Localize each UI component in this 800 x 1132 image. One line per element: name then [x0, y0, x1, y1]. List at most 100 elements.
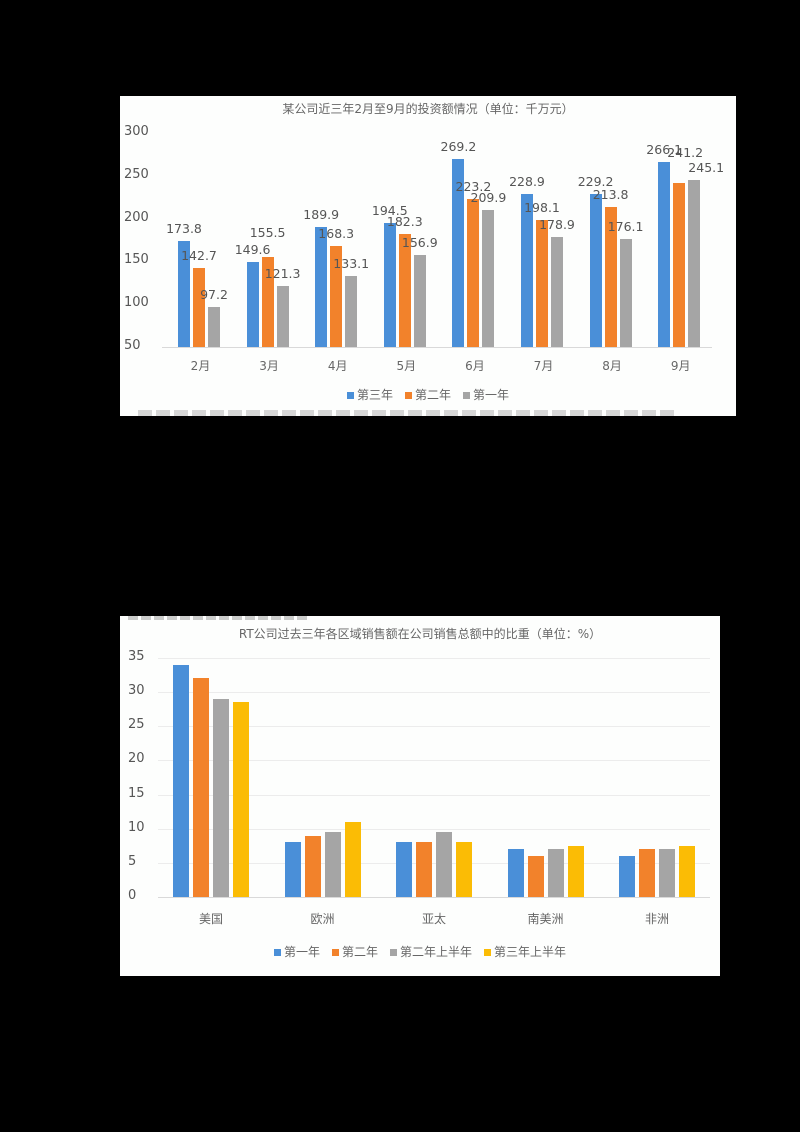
- bar: [452, 159, 465, 347]
- bar: [246, 261, 259, 347]
- data-label: 149.6: [234, 241, 271, 257]
- data-label: 168.3: [318, 225, 355, 241]
- data-label: 266.1: [646, 142, 683, 158]
- y-tick-label: 200: [124, 209, 149, 225]
- bar: [688, 179, 701, 347]
- data-label: 189.9: [303, 207, 340, 223]
- data-label: 142.7: [181, 247, 217, 263]
- bar: [233, 702, 249, 897]
- x-tick-label: 3月: [259, 359, 279, 373]
- gridline: [158, 658, 710, 659]
- regional-share-chart: RT公司过去三年各区域销售额在公司销售总额中的比重（单位：%） 0 5 10 15 20…: [120, 616, 720, 976]
- y-tick-label: 35: [128, 649, 145, 664]
- x-tick-label: 5月: [396, 359, 417, 373]
- bar: [659, 849, 675, 897]
- bar: [436, 832, 452, 897]
- bar: [276, 285, 289, 347]
- legend-label: 第二年: [414, 388, 451, 402]
- y-tick-label: 25: [128, 717, 145, 733]
- y-tick-label: 30: [128, 683, 145, 699]
- bar: [345, 275, 358, 347]
- legend-item: 第二年: [331, 943, 378, 960]
- x-tick-label: 欧洲: [310, 912, 335, 926]
- bar: [467, 198, 480, 347]
- data-label: 121.3: [264, 265, 301, 281]
- gridline: [158, 828, 710, 830]
- chart-title: 某公司近三年2月至9月的投资额情况（单位：千万元）: [282, 102, 574, 116]
- bar: [679, 845, 695, 897]
- gridline: [158, 692, 710, 694]
- bar: [521, 193, 533, 347]
- legend: 第三年 第二年 第一年: [120, 386, 736, 403]
- data-label: 156.9: [401, 235, 438, 251]
- x-tick-label: 6月: [465, 359, 485, 373]
- data-label: 241.2: [667, 145, 704, 161]
- y-tick-label: 20: [128, 751, 145, 767]
- legend-item: 第二年上半年: [390, 943, 472, 960]
- y-tick-label: 0: [128, 888, 137, 903]
- bar: [639, 849, 655, 897]
- bar: [547, 849, 564, 897]
- legend-label: 第一年: [283, 945, 320, 959]
- x-tick-label: 8月: [602, 359, 622, 373]
- data-label: 178.9: [539, 216, 575, 232]
- bar: [213, 698, 229, 897]
- bar: [261, 256, 274, 347]
- legend-label: 第三年: [356, 388, 393, 402]
- legend: 第一年 第二年 第二年上半年 第三年上半年: [120, 943, 720, 960]
- legend-label: 第一年: [473, 388, 510, 402]
- y-tick-label: 5: [128, 853, 137, 869]
- bar: [604, 206, 617, 347]
- legend-swatch-icon: [463, 392, 470, 399]
- data-label: 155.5: [249, 224, 286, 240]
- bar: [527, 856, 544, 897]
- legend-swatch-icon: [484, 949, 492, 956]
- bar: [567, 845, 584, 897]
- legend-swatch-icon: [404, 392, 412, 399]
- gridline: [158, 726, 710, 728]
- x-tick-label: 7月: [533, 359, 554, 373]
- bar: [551, 236, 563, 347]
- bar: [658, 162, 671, 347]
- bar: [193, 267, 205, 347]
- legend-swatch-icon: [346, 392, 354, 399]
- data-label: 176.1: [607, 219, 644, 235]
- data-label: 173.8: [166, 221, 202, 237]
- data-label: 223.2: [455, 178, 492, 194]
- bar: [344, 821, 361, 897]
- bar: [482, 210, 495, 347]
- bar: [536, 220, 548, 347]
- bar: [673, 183, 686, 347]
- bar: [383, 223, 396, 347]
- legend-swatch-icon: [273, 949, 281, 956]
- bar: [315, 227, 328, 347]
- legend-label: 第二年上半年: [400, 945, 473, 959]
- legend-swatch-icon: [390, 949, 397, 956]
- bar: [456, 842, 472, 897]
- legend-item: 第三年: [346, 386, 393, 403]
- bar: [396, 842, 412, 897]
- bar: [413, 255, 426, 347]
- gridline: [158, 794, 710, 796]
- gridline: [158, 862, 710, 864]
- bar: [398, 233, 411, 347]
- bar: [173, 664, 189, 897]
- x-tick-label: 美国: [198, 912, 224, 926]
- data-label: 269.2: [440, 139, 477, 155]
- bar: [284, 842, 301, 897]
- legend-label: 第二年: [341, 945, 378, 959]
- bar: [589, 193, 602, 347]
- legend-item: 第一年: [273, 943, 320, 960]
- data-label: 209.9: [470, 190, 507, 206]
- truncated-caption: [138, 410, 678, 416]
- data-label: 194.5: [371, 203, 408, 219]
- bar: [193, 678, 209, 897]
- y-tick-label: 100: [124, 295, 149, 311]
- y-tick-label: 150: [124, 252, 149, 268]
- y-tick-label: 15: [128, 785, 145, 801]
- bar: [507, 849, 524, 897]
- x-tick-label: 南美洲: [527, 912, 564, 926]
- bar: [619, 856, 635, 897]
- data-label: 198.1: [524, 200, 560, 216]
- bar: [416, 842, 432, 897]
